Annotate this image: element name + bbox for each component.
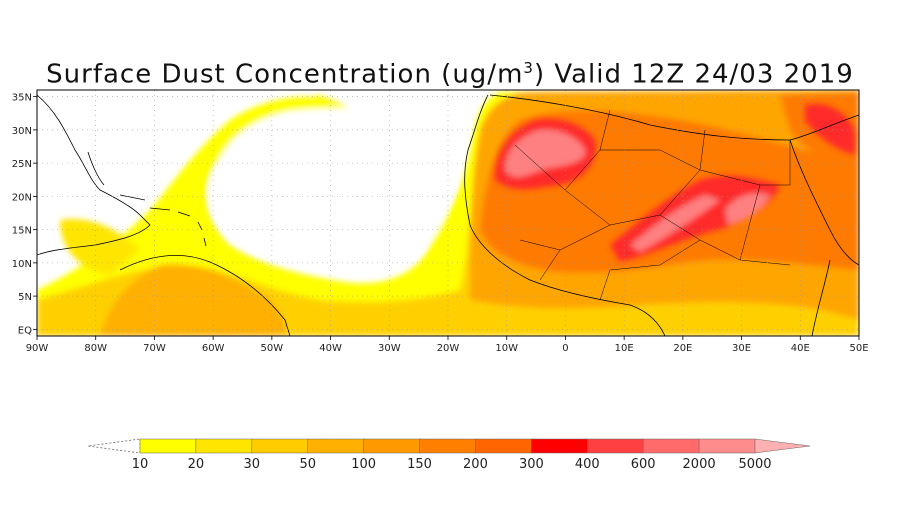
florida-coast (87, 151, 105, 186)
legend-color-box (307, 438, 364, 454)
legend-label: 2000 (683, 457, 716, 472)
border-lines (514, 109, 791, 301)
mediterranean-coast (489, 94, 859, 141)
africa-west-coast (464, 94, 666, 336)
page-title: Surface Dust Concentration (ug/m3) Valid… (46, 59, 854, 90)
legend-color-box (475, 438, 532, 454)
longitude-axis: 90W 80W 70W 60W 50W 40W 30W 20W 10W 0 10E 20E 30E 40E… (26, 336, 869, 354)
lat-tick-label: 25N (12, 159, 32, 170)
lat-tick-label: 5N (18, 292, 32, 303)
legend-color-box (642, 438, 700, 454)
legend-label: 300 (519, 457, 544, 472)
legend-label: 100 (351, 457, 376, 472)
dust-high-concentration (495, 103, 855, 262)
lon-tick-label: 50E (849, 343, 868, 354)
dust-contour-2000 (505, 129, 586, 178)
legend-label: 200 (463, 457, 488, 472)
color-legend: 10 20 30 50 100 150 200 300 400 600 2000 5000 (87, 438, 811, 472)
lon-tick-label: 10E (615, 343, 634, 354)
legend-label: 150 (407, 457, 432, 472)
lon-tick-label: 0 (562, 343, 568, 354)
country-borders (514, 109, 791, 301)
map-grid (37, 90, 859, 336)
lon-tick-label: 80W (84, 343, 107, 354)
legend-label: 10 (132, 457, 149, 472)
lat-tick-label: 10N (12, 259, 32, 270)
lon-tick-label: 90W (26, 343, 49, 354)
legend-color-box (531, 438, 588, 454)
clean-air-region (210, 103, 470, 269)
lat-tick-label: EQ (18, 325, 32, 336)
legend-label: 600 (631, 457, 656, 472)
legend-color-box (195, 438, 253, 454)
legend-label: 30 (244, 457, 261, 472)
legend-color-box (139, 438, 197, 454)
legend-color-box (587, 438, 644, 454)
lon-tick-label: 10W (495, 343, 518, 354)
legend-color-box (363, 438, 420, 454)
north-america-coast (37, 94, 151, 256)
lat-tick-label: 35N (12, 93, 32, 104)
lon-tick-label: 60W (202, 343, 225, 354)
latitude-axis: 35N 30N 25N 20N 15N 10N 5N EQ (12, 93, 37, 336)
lon-tick-label: 50W (261, 343, 284, 354)
lon-tick-label: 30W (378, 343, 401, 354)
map-panel (37, 90, 859, 336)
lon-tick-label: 70W (143, 343, 166, 354)
dust-concentration-field (37, 90, 859, 336)
coastlines (37, 94, 859, 336)
legend-label: 50 (299, 457, 316, 472)
red-sea-coast (789, 139, 859, 266)
legend-color-box (419, 438, 476, 454)
lat-tick-label: 15N (12, 226, 32, 237)
lon-tick-label: 40E (791, 343, 810, 354)
dust-contour-20 (60, 219, 140, 275)
lon-tick-label: 40W (319, 343, 342, 354)
legend-under-arrow (87, 438, 141, 454)
dust-contour-100-southamerica (100, 264, 286, 336)
dust-contour-2000-east (725, 193, 770, 225)
lon-tick-label: 20W (437, 343, 460, 354)
legend-color-box (698, 438, 756, 454)
caribbean-islands (119, 194, 207, 247)
lon-tick-label: 30E (732, 343, 751, 354)
legend-label: 20 (188, 457, 205, 472)
lon-tick-label: 20E (673, 343, 692, 354)
dust-contour-2000-central (630, 195, 720, 252)
south-america-coast (119, 254, 291, 336)
legend-color-box (251, 438, 308, 454)
east-africa-coast (811, 259, 831, 336)
dust-contour-300-northeast (805, 103, 855, 155)
legend-label: 400 (575, 457, 600, 472)
lat-tick-label: 30N (12, 126, 32, 137)
legend-label: 5000 (738, 457, 771, 472)
legend-over-arrow (754, 438, 811, 454)
lat-tick-label: 20N (12, 192, 32, 203)
